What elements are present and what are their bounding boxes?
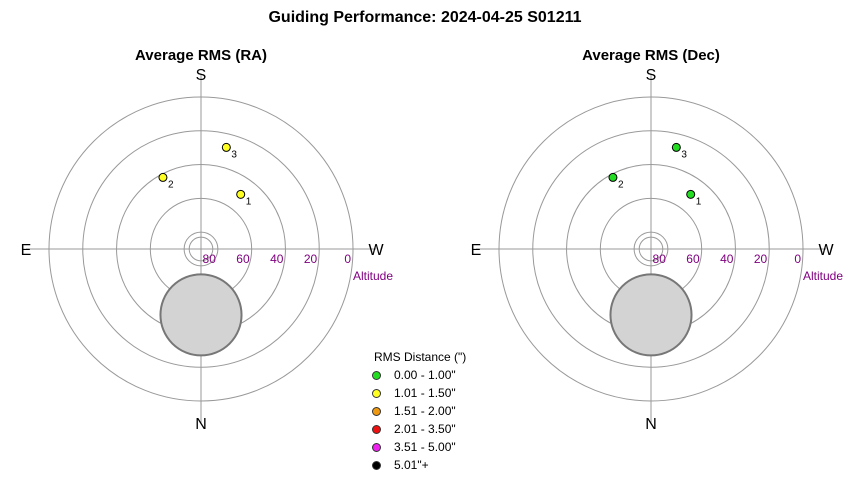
legend: RMS Distance (") 0.00 - 1.00" 1.01 - 1.5… <box>368 348 498 474</box>
altitude-ring <box>498 96 804 402</box>
legend-swatch <box>372 460 381 470</box>
legend-label: 2.01 - 3.50" <box>394 422 456 436</box>
zenith-circle <box>638 236 664 262</box>
legend-item: 2.01 - 3.50" <box>368 420 498 438</box>
direction-label-bottom: N <box>645 416 657 433</box>
legend-item: 5.01"+ <box>368 456 498 474</box>
legend-label: 1.01 - 1.50" <box>394 386 456 400</box>
legend-item: 3.51 - 5.00" <box>368 438 498 456</box>
data-point <box>671 142 681 152</box>
direction-label-top: S <box>196 67 207 84</box>
direction-label-top: S <box>646 67 657 84</box>
direction-label-left: E <box>21 242 32 259</box>
altitude-ring <box>183 231 219 267</box>
zenith-circle <box>188 236 214 262</box>
legend-label: 3.51 - 5.00" <box>394 440 456 454</box>
obstruction-area <box>609 273 693 357</box>
legend-swatch <box>372 388 381 398</box>
altitude-ring <box>82 130 320 368</box>
data-point <box>686 189 696 199</box>
legend-label: 5.01"+ <box>394 458 429 472</box>
altitude-tick-label: 60 <box>236 252 250 266</box>
altitude-tick-label: 0 <box>344 252 351 266</box>
data-point <box>158 172 168 182</box>
direction-label-right: W <box>818 242 834 259</box>
altitude-tick-label: 40 <box>270 252 284 266</box>
legend-item: 1.01 - 1.50" <box>368 384 498 402</box>
obstruction-area <box>159 273 243 357</box>
direction-label-right: W <box>368 242 384 259</box>
altitude-tick-label: 60 <box>686 252 700 266</box>
legend-label: 1.51 - 2.00" <box>394 404 456 418</box>
data-point-label: 2 <box>168 179 174 190</box>
altitude-tick-label: 0 <box>794 252 801 266</box>
altitude-tick-label: 80 <box>653 252 667 266</box>
altitude-tick-label: 20 <box>304 252 318 266</box>
altitude-ring <box>532 130 770 368</box>
data-point <box>221 142 231 152</box>
altitude-tick-label: 20 <box>754 252 768 266</box>
data-point-label: 3 <box>681 149 687 160</box>
altitude-tick-label: 40 <box>720 252 734 266</box>
legend-swatch <box>372 424 381 434</box>
data-point-label: 2 <box>618 179 624 190</box>
chart-title: Guiding Performance: 2024-04-25 S01211 <box>268 9 582 26</box>
panel-title: Average RMS (RA) <box>135 47 267 64</box>
legend-label: 0.00 - 1.00" <box>394 368 456 382</box>
data-point-label: 1 <box>246 196 252 207</box>
legend-item: 1.51 - 2.00" <box>368 402 498 420</box>
data-point-label: 1 <box>696 196 702 207</box>
legend-title: RMS Distance (") <box>374 350 467 364</box>
altitude-tick-label: 80 <box>203 252 217 266</box>
altitude-axis-label: Altitude <box>803 269 843 283</box>
legend-swatch <box>372 370 381 380</box>
altitude-ring <box>48 96 354 402</box>
data-point-label: 3 <box>231 149 237 160</box>
direction-label-left: E <box>471 242 482 259</box>
data-point <box>236 189 246 199</box>
altitude-axis-label: Altitude <box>353 269 393 283</box>
panel-title: Average RMS (Dec) <box>582 47 720 64</box>
legend-swatch <box>372 406 381 416</box>
legend-item: 0.00 - 1.00" <box>368 366 498 384</box>
direction-label-bottom: N <box>195 416 207 433</box>
legend-swatch <box>372 442 381 452</box>
altitude-ring <box>633 231 669 267</box>
data-point <box>608 172 618 182</box>
